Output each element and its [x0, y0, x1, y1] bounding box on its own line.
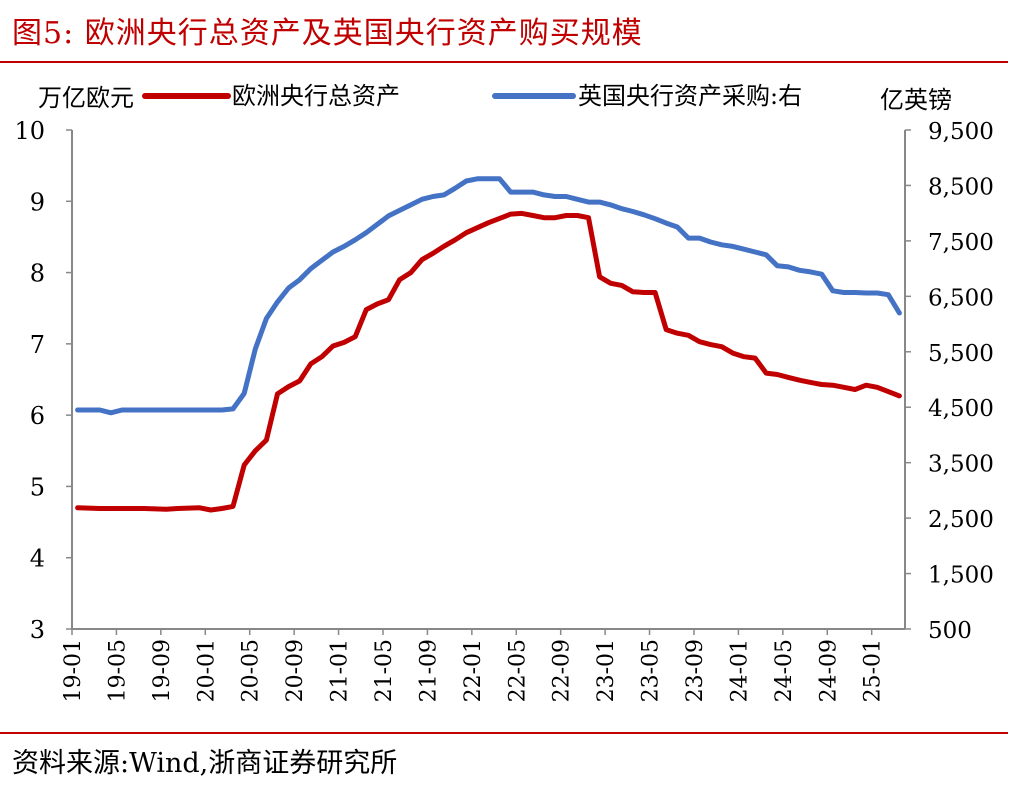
y-right-tick-label: 4,500	[928, 396, 994, 422]
x-tick-label: 19-01	[61, 639, 86, 702]
series-line-ecb	[75, 210, 902, 513]
x-tick-label: 23-09	[683, 639, 708, 702]
y-right-unit-label: 亿英镑	[880, 86, 952, 114]
x-tick-label: 19-09	[150, 639, 175, 702]
x-tick-label: 22-09	[550, 639, 575, 702]
y-left-tick-label: 4	[30, 545, 45, 573]
y-right-tick-label: 500	[928, 618, 972, 644]
x-tick-label: 22-05	[505, 639, 530, 702]
x-tick-label: 20-05	[239, 639, 264, 702]
y-right-tick-label: 1,500	[928, 563, 994, 589]
y-right-tick-label: 6,500	[928, 285, 994, 311]
legend-label-boe: 英国央行资产采购:右	[578, 82, 802, 110]
y-right-tick-label: 8,500	[928, 174, 994, 200]
y-left-tick-label: 3	[30, 616, 45, 644]
y-left-unit-label: 万亿欧元	[38, 84, 134, 112]
x-tick-label: 23-05	[639, 639, 664, 702]
y-right-tick-label: 5,500	[928, 341, 994, 367]
x-tick-label: 19-05	[105, 639, 130, 702]
y-right-tick-label: 7,500	[928, 230, 994, 256]
figure-title: 图5: 欧洲央行总资产及英国央行资产购买规模	[12, 16, 643, 51]
x-tick-label: 23-01	[594, 639, 619, 702]
y-left-tick-label: 7	[30, 331, 45, 359]
x-tick-label: 24-01	[727, 639, 752, 702]
series-line-boe	[75, 176, 902, 416]
y-left-tick-label: 5	[30, 473, 45, 501]
x-tick-label: 22-01	[461, 639, 486, 702]
x-tick-label: 21-01	[328, 639, 353, 702]
y-right-tick-label: 9,500	[928, 119, 994, 145]
source-note: 资料来源:Wind,浙商证券研究所	[12, 748, 398, 779]
y-right-tick-label: 3,500	[928, 452, 994, 478]
y-left-tick-label: 10	[14, 117, 45, 145]
x-tick-label: 20-09	[283, 639, 308, 702]
y-left-tick-label: 9	[30, 188, 45, 216]
y-left-tick-label: 8	[30, 260, 45, 288]
legend-label-ecb: 欧洲央行总资产	[232, 82, 400, 110]
x-tick-label: 25-01	[861, 639, 886, 702]
x-tick-label: 20-01	[194, 639, 219, 702]
x-tick-label: 24-05	[772, 639, 797, 702]
x-tick-label: 24-09	[816, 639, 841, 702]
x-tick-label: 21-09	[416, 639, 441, 702]
y-right-tick-label: 2,500	[928, 507, 994, 533]
x-tick-label: 21-05	[372, 639, 397, 702]
y-left-tick-label: 6	[30, 402, 45, 430]
